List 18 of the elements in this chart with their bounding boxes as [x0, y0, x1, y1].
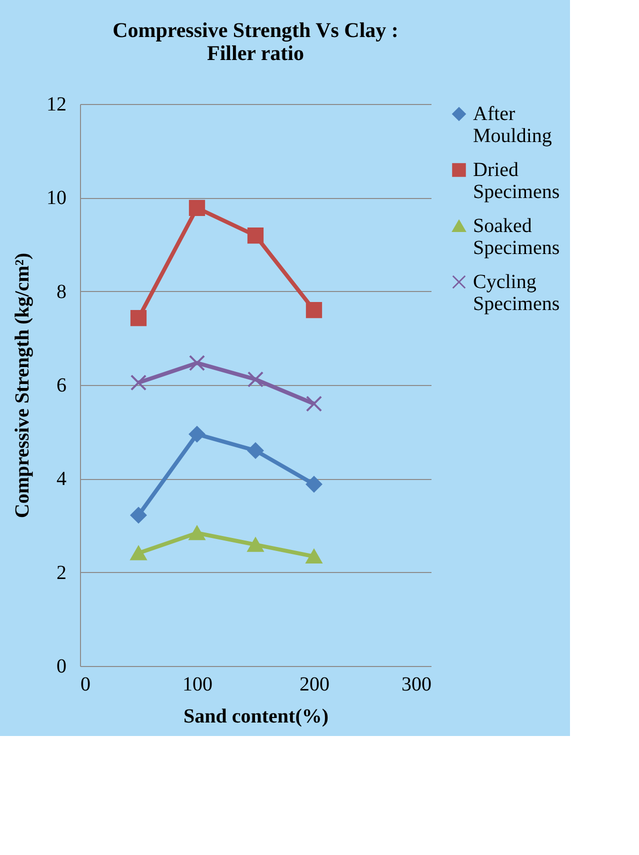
x-tick-label: 0 — [80, 674, 90, 696]
y-tick-label: 8 — [56, 280, 66, 303]
y-tick-label: 10 — [46, 187, 66, 210]
x-tick-label: 300 — [402, 674, 432, 696]
legend-label: After Moulding — [473, 103, 552, 147]
y-axis-title: Compressive Strength (kg/cm²) — [12, 252, 34, 518]
x-tick-label: 200 — [300, 674, 330, 696]
x-axis-title: Sand content(%) — [183, 706, 329, 728]
legend-label: Dried Specimens — [473, 159, 560, 203]
y-tick-label: 0 — [56, 656, 66, 678]
y-tick-label: 6 — [56, 374, 66, 396]
y-tick-label: 12 — [46, 94, 66, 116]
y-tick-label: 4 — [56, 468, 66, 490]
x-tick-label: 100 — [182, 674, 212, 696]
chart-title: Compressive Strength Vs Clay : Filler ratio — [112, 18, 398, 65]
y-tick-label: 2 — [56, 562, 66, 584]
legend-label: Soaked Specimens — [473, 215, 560, 259]
legend-label: Cycling Specimens — [473, 271, 560, 315]
